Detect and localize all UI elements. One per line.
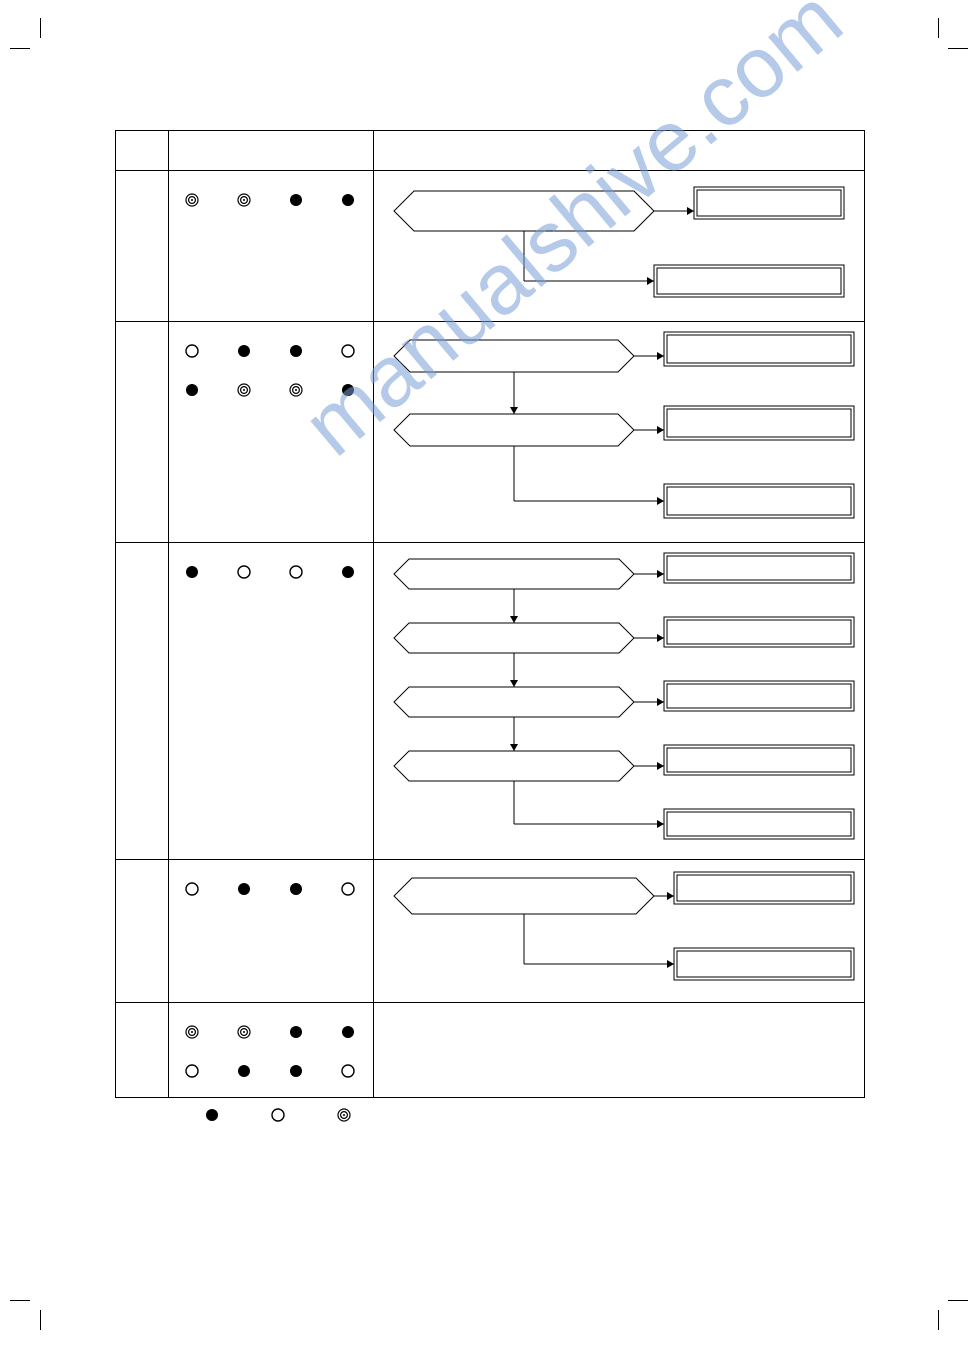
table-row bbox=[116, 543, 865, 860]
dot-empty-icon bbox=[271, 1108, 285, 1122]
flowchart bbox=[374, 860, 864, 1002]
dot-solid-icon bbox=[205, 1108, 219, 1122]
dot-bullseye-icon bbox=[289, 383, 303, 397]
header-row bbox=[116, 131, 865, 171]
flowchart bbox=[374, 171, 864, 321]
dot-solid-icon bbox=[289, 193, 303, 207]
table-row bbox=[116, 171, 865, 322]
dot-empty-icon bbox=[185, 882, 199, 896]
page-content: manualshive.com bbox=[115, 130, 865, 1127]
dot-empty-icon bbox=[289, 565, 303, 579]
dot-solid-icon bbox=[237, 882, 251, 896]
dot-bullseye-icon bbox=[237, 1025, 251, 1039]
diagnostic-table bbox=[115, 130, 865, 1098]
dot-solid-icon bbox=[341, 193, 355, 207]
legend-item bbox=[271, 1108, 285, 1127]
flowchart bbox=[374, 1003, 864, 1095]
dot-bullseye-icon bbox=[185, 193, 199, 207]
dot-solid-icon bbox=[237, 1064, 251, 1078]
table-row bbox=[116, 860, 865, 1003]
dot-empty-icon bbox=[185, 344, 199, 358]
dot-solid-icon bbox=[185, 383, 199, 397]
legend-item bbox=[337, 1108, 351, 1127]
dot-empty-icon bbox=[341, 1064, 355, 1078]
dot-solid-icon bbox=[341, 383, 355, 397]
flowchart bbox=[374, 322, 864, 542]
dot-solid-icon bbox=[341, 565, 355, 579]
dot-empty-icon bbox=[237, 565, 251, 579]
dot-solid-icon bbox=[341, 1025, 355, 1039]
dot-solid-icon bbox=[289, 882, 303, 896]
dot-bullseye-icon bbox=[337, 1108, 351, 1122]
dot-empty-icon bbox=[341, 344, 355, 358]
legend-item bbox=[205, 1108, 219, 1127]
flowchart bbox=[374, 543, 864, 859]
dot-solid-icon bbox=[289, 1025, 303, 1039]
dot-bullseye-icon bbox=[237, 383, 251, 397]
dot-solid-icon bbox=[185, 565, 199, 579]
dot-solid-icon bbox=[237, 344, 251, 358]
dot-empty-icon bbox=[341, 882, 355, 896]
dot-bullseye-icon bbox=[237, 193, 251, 207]
dot-solid-icon bbox=[289, 344, 303, 358]
legend bbox=[205, 1108, 865, 1127]
dot-bullseye-icon bbox=[185, 1025, 199, 1039]
dot-empty-icon bbox=[185, 1064, 199, 1078]
table-row bbox=[116, 322, 865, 543]
table-row bbox=[116, 1003, 865, 1098]
dot-solid-icon bbox=[289, 1064, 303, 1078]
